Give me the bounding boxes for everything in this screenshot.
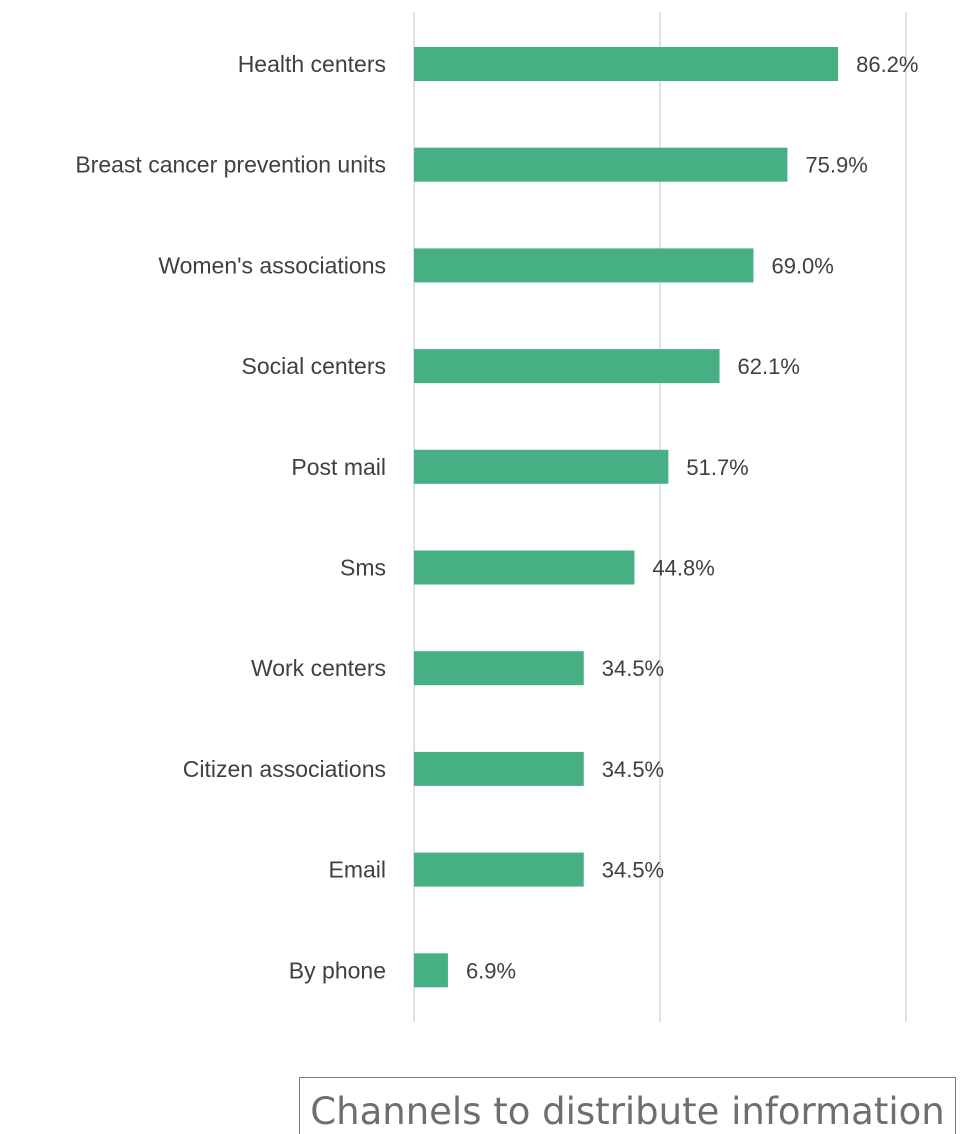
bar (414, 852, 584, 887)
value-label: 34.5% (602, 757, 664, 782)
bar (414, 147, 788, 182)
value-label: 44.8% (652, 556, 714, 581)
value-label: 62.1% (738, 354, 800, 379)
bar (414, 651, 584, 686)
legend-label: Channels to distribute information (310, 1089, 945, 1133)
value-label: 51.7% (686, 455, 748, 480)
category-label: Work centers (251, 655, 386, 681)
bar (414, 248, 754, 283)
bar (414, 751, 584, 786)
bars (414, 47, 839, 988)
legend: Channels to distribute information (299, 1077, 956, 1134)
value-label: 75.9% (805, 153, 867, 178)
bar (414, 349, 720, 384)
value-label: 69.0% (771, 253, 833, 278)
category-label: By phone (289, 957, 386, 983)
category-label: Email (328, 857, 386, 883)
value-label: 34.5% (602, 858, 664, 883)
category-label: Breast cancer prevention units (75, 152, 386, 178)
category-labels: Health centers Breast cancer prevention u… (75, 51, 386, 983)
bar (414, 550, 635, 585)
bar (414, 449, 669, 484)
category-label: Citizen associations (183, 756, 386, 782)
value-label: 86.2% (856, 52, 918, 77)
value-label: 6.9% (466, 958, 516, 983)
bar (414, 47, 839, 81)
category-label: Health centers (238, 51, 386, 77)
value-labels: 86.2% 75.9% 69.0% 62.1% 51.7% 44.8% 34.5% 34.5%… (466, 52, 919, 983)
category-label: Women's associations (158, 252, 386, 278)
category-label: Post mail (291, 454, 386, 480)
bar (414, 953, 448, 988)
value-label: 34.5% (602, 656, 664, 681)
category-label: Sms (340, 555, 386, 581)
category-label: Social centers (242, 353, 386, 379)
